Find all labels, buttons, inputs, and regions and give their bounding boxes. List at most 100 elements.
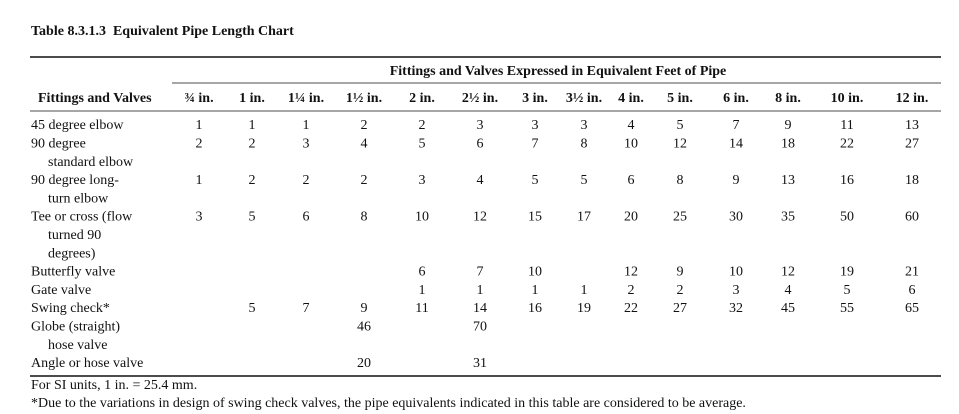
column-header: 5 in.: [667, 91, 693, 106]
cell-value: 5: [249, 210, 256, 225]
cell-value: 55: [840, 301, 854, 316]
table-title: Table 8.3.1.3 Equivalent Pipe Length Cha…: [31, 24, 294, 39]
cell-value: 2: [249, 137, 256, 152]
cell-value: 3: [477, 118, 484, 133]
cell-value: 3: [733, 283, 740, 298]
cell-value: 5: [419, 137, 426, 152]
cell-value: 14: [729, 137, 743, 152]
row-label: 90 degree: [31, 137, 86, 152]
cell-value: 2: [677, 283, 684, 298]
cell-value: 8: [677, 173, 684, 188]
cell-value: 60: [905, 210, 919, 225]
cell-value: 27: [673, 301, 687, 316]
column-header: 10 in.: [831, 91, 864, 106]
cell-value: 15: [528, 210, 542, 225]
cell-value: 10: [729, 265, 743, 280]
cell-value: 65: [905, 301, 919, 316]
row-label: 45 degree elbow: [31, 118, 124, 133]
cell-value: 27: [905, 137, 919, 152]
row-label: turned 90: [48, 228, 101, 243]
cell-value: 12: [624, 265, 638, 280]
cell-value: 18: [905, 173, 919, 188]
cell-value: 6: [628, 173, 635, 188]
column-header: 3½ in.: [566, 91, 602, 106]
cell-value: 22: [624, 301, 638, 316]
cell-value: 19: [577, 301, 591, 316]
cell-value: 2: [361, 118, 368, 133]
cell-value: 5: [249, 301, 256, 316]
cell-value: 20: [624, 210, 638, 225]
footnote: For SI units, 1 in. = 25.4 mm.: [31, 378, 197, 393]
column-header: 3 in.: [522, 91, 548, 106]
cell-value: 12: [781, 265, 795, 280]
cell-value: 9: [677, 265, 684, 280]
row-label: degrees): [48, 246, 96, 261]
cell-value: 2: [419, 118, 426, 133]
row-header: Fittings and Valves: [38, 91, 152, 106]
cell-value: 7: [477, 265, 484, 280]
column-header: 1¼ in.: [288, 91, 324, 106]
cell-value: 9: [785, 118, 792, 133]
cell-value: 2: [361, 173, 368, 188]
cell-value: 2: [249, 173, 256, 188]
cell-value: 18: [781, 137, 795, 152]
cell-value: 10: [624, 137, 638, 152]
cell-value: 4: [477, 173, 484, 188]
cell-value: 3: [581, 118, 588, 133]
cell-value: 10: [528, 265, 542, 280]
cell-value: 2: [303, 173, 310, 188]
row-label: Angle or hose valve: [31, 356, 143, 371]
row-label: Gate valve: [31, 283, 91, 298]
cell-value: 9: [361, 301, 368, 316]
cell-value: 1: [419, 283, 426, 298]
cell-value: 45: [781, 301, 795, 316]
footnote: *Due to the variations in design of swin…: [31, 396, 746, 411]
column-header: 8 in.: [775, 91, 801, 106]
cell-value: 5: [532, 173, 539, 188]
row-label: 90 degree long-: [31, 173, 119, 188]
cell-value: 46: [357, 320, 371, 335]
cell-value: 13: [781, 173, 795, 188]
cell-value: 4: [628, 118, 635, 133]
row-label: Tee or cross (flow: [31, 210, 133, 225]
cell-value: 1: [196, 173, 203, 188]
row-label: Globe (straight): [31, 320, 120, 335]
cell-value: 11: [415, 301, 428, 316]
cell-value: 6: [419, 265, 426, 280]
cell-value: 7: [303, 301, 310, 316]
column-header: 2½ in.: [462, 91, 498, 106]
cell-value: 3: [419, 173, 426, 188]
column-header: ¾ in.: [184, 91, 213, 106]
cell-value: 20: [357, 356, 371, 371]
cell-value: 30: [729, 210, 743, 225]
cell-value: 12: [673, 137, 687, 152]
cell-value: 4: [785, 283, 792, 298]
row-label: Swing check*: [31, 301, 110, 316]
cell-value: 22: [840, 137, 854, 152]
column-header: 2 in.: [409, 91, 435, 106]
cell-value: 5: [677, 118, 684, 133]
cell-value: 8: [581, 137, 588, 152]
cell-value: 3: [532, 118, 539, 133]
column-header: 1½ in.: [346, 91, 382, 106]
cell-value: 8: [361, 210, 368, 225]
cell-value: 1: [196, 118, 203, 133]
cell-value: 6: [477, 137, 484, 152]
cell-value: 3: [196, 210, 203, 225]
spanner-header: Fittings and Valves Expressed in Equival…: [390, 64, 727, 79]
cell-value: 9: [733, 173, 740, 188]
cell-value: 1: [581, 283, 588, 298]
cell-value: 3: [303, 137, 310, 152]
row-label: standard elbow: [48, 155, 134, 170]
cell-value: 19: [840, 265, 854, 280]
cell-value: 7: [532, 137, 539, 152]
row-label: hose valve: [48, 338, 107, 353]
cell-value: 50: [840, 210, 854, 225]
cell-value: 31: [473, 356, 487, 371]
cell-value: 35: [781, 210, 795, 225]
column-header: 4 in.: [618, 91, 644, 106]
column-header: 12 in.: [896, 91, 929, 106]
column-header: 6 in.: [723, 91, 749, 106]
cell-value: 17: [577, 210, 591, 225]
